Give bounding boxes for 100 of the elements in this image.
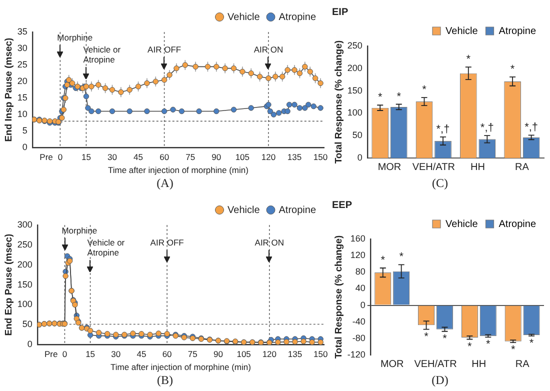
legend-label: Atropine xyxy=(278,12,316,23)
x-tick-label: 60 xyxy=(160,152,170,162)
y-tick-label: 40 xyxy=(355,283,366,294)
data-label: * xyxy=(510,344,516,356)
y-tick-label: 20 xyxy=(17,76,28,86)
x-tick-label: MOR xyxy=(380,358,404,370)
data-label: * xyxy=(466,54,472,66)
y-tick-label: 250 xyxy=(17,239,32,250)
y-tick-label: 250 xyxy=(347,40,362,50)
y-tick-label: 5 xyxy=(22,126,28,136)
legend-label: Atropine xyxy=(498,26,536,37)
text: (B) xyxy=(156,373,174,388)
y-tick-label: -120 xyxy=(347,349,366,360)
ref-line-label: Morphine xyxy=(62,226,98,236)
x-tick-label: 45 xyxy=(136,349,146,360)
x-tick-label: 90 xyxy=(212,152,222,162)
x-tick-label: RA xyxy=(515,358,530,370)
y-tick-label: 100 xyxy=(17,299,32,310)
x-tick-label: 135 xyxy=(287,152,302,162)
ref-line-label: Morphine xyxy=(57,32,93,43)
y-tick-label: 160 xyxy=(350,233,366,244)
data-label: * xyxy=(380,254,386,267)
x-tick-label: 120 xyxy=(261,152,276,162)
data-label: * xyxy=(378,92,383,104)
ref-line-label: Vehicle or Atropine xyxy=(87,238,125,258)
x-tick-label: 45 xyxy=(134,152,144,162)
y-tick-label: 80 xyxy=(355,266,366,277)
data-label: * xyxy=(529,337,534,350)
data-label: * xyxy=(422,84,428,96)
legend-label: Vehicle xyxy=(228,12,260,23)
y-tick-label: 200 xyxy=(347,62,362,73)
data-label: * xyxy=(486,338,491,351)
y-tick-label: 200 xyxy=(17,259,32,270)
x-tick-label: 75 xyxy=(186,152,196,162)
y-axis-title: Total Response (% change) xyxy=(333,40,344,164)
data-label: * xyxy=(468,340,473,353)
x-tick-label: 15 xyxy=(81,152,92,162)
legend-label: Atropine xyxy=(498,218,536,230)
x-tick-label: HH xyxy=(470,162,486,173)
y-tick-label: 0 xyxy=(22,142,28,152)
y-axis-title: End Exp Pause (msec) xyxy=(3,234,14,336)
ref-line-label: Vehicle or Atropine xyxy=(83,44,121,65)
x-tick-label: 120 xyxy=(262,349,277,360)
legend-label: Vehicle xyxy=(446,218,478,230)
x-tick-label: 90 xyxy=(214,349,224,360)
x-tick-label: 135 xyxy=(288,349,302,360)
ref-line-label: AIR ON xyxy=(254,44,284,55)
x-axis-title: Time after injection of morphine (min) xyxy=(110,362,252,372)
y-tick-label: 35 xyxy=(17,26,28,36)
y-tick-label: 300 xyxy=(17,219,32,230)
y-tick-label: 0 xyxy=(27,339,32,350)
y-axis-title: End Insp Pause (msec) xyxy=(3,38,14,142)
x-tick-label: 60 xyxy=(162,349,172,360)
y-tick-label: 150 xyxy=(17,279,32,290)
data-label: * xyxy=(424,330,430,343)
x-tick-label: 105 xyxy=(236,349,252,360)
x-tick-label: RA xyxy=(514,162,530,173)
y-tick-label: 15 xyxy=(17,92,28,103)
x-tick-label: VEH/ATR xyxy=(414,358,457,370)
data-label: *,† xyxy=(480,122,494,134)
data-label: *,† xyxy=(436,123,450,136)
y-tick-label: 120 xyxy=(350,250,366,260)
ref-line-label: AIR OFF xyxy=(150,238,184,248)
text: (D) xyxy=(430,373,450,388)
x-tick-label: VEH/ATR xyxy=(412,162,455,173)
y-tick-label: 150 xyxy=(347,85,362,96)
y-tick-label: 25 xyxy=(17,60,28,70)
y-tick-label: 30 xyxy=(17,43,28,53)
chart-title: EIP xyxy=(332,6,348,18)
x-tick-label: MOR xyxy=(378,162,402,173)
x-tick-label: 150 xyxy=(313,152,328,162)
y-tick-label: 100 xyxy=(347,108,362,118)
x-axis-title: Time after injection of morphine (min) xyxy=(108,165,249,176)
legend-label: Atropine xyxy=(278,204,316,216)
y-tick-label: 50 xyxy=(22,319,32,330)
ref-line-label: AIR OFF xyxy=(148,44,182,55)
y-tick-label: 50 xyxy=(352,130,362,140)
y-tick-label: 0 xyxy=(360,300,366,310)
chart-title: EEP xyxy=(332,200,352,211)
x-tick-label: Pre xyxy=(40,152,54,162)
x-tick-label: 15 xyxy=(86,349,96,360)
text: (C) xyxy=(431,176,449,191)
y-tick-label: -80 xyxy=(352,332,366,343)
x-tick-label: 0 xyxy=(58,152,63,162)
text: (A) xyxy=(156,176,174,191)
ref-line-label: AIR ON xyxy=(254,238,284,248)
x-tick-label: Pre xyxy=(44,349,58,360)
y-tick-label: 10 xyxy=(17,109,28,120)
legend-label: Vehicle xyxy=(446,26,478,37)
x-tick-label: 105 xyxy=(235,152,250,162)
x-tick-label: 30 xyxy=(108,152,118,162)
data-label: *,† xyxy=(524,122,538,134)
legend-label: Vehicle xyxy=(228,204,260,216)
data-label: * xyxy=(396,90,402,103)
y-tick-label: -40 xyxy=(352,316,366,326)
x-tick-label: 75 xyxy=(188,349,198,360)
x-tick-label: 150 xyxy=(313,349,328,360)
data-label: * xyxy=(442,332,448,345)
y-axis-title: Total Response (% change) xyxy=(333,235,344,359)
x-tick-label: 0 xyxy=(62,349,68,360)
